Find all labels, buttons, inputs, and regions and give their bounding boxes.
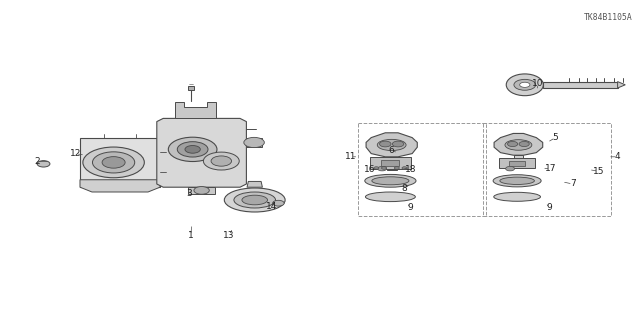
Text: TK84B1105A: TK84B1105A [584, 13, 632, 22]
Circle shape [92, 152, 135, 173]
Polygon shape [543, 82, 618, 88]
Circle shape [380, 141, 391, 147]
Text: 3: 3 [186, 189, 191, 198]
Circle shape [102, 156, 125, 168]
Circle shape [37, 161, 50, 167]
Polygon shape [188, 86, 193, 90]
Text: 7: 7 [570, 180, 575, 188]
Text: 10: 10 [532, 79, 543, 88]
Ellipse shape [505, 140, 532, 150]
Ellipse shape [378, 140, 406, 151]
Circle shape [520, 82, 530, 87]
Text: 9: 9 [547, 204, 552, 212]
Polygon shape [366, 133, 417, 157]
Circle shape [194, 187, 209, 194]
Circle shape [508, 141, 518, 147]
Circle shape [168, 137, 217, 162]
Polygon shape [247, 181, 262, 187]
Polygon shape [80, 180, 160, 192]
Circle shape [374, 167, 379, 169]
Bar [358, 123, 486, 216]
Bar [483, 123, 611, 216]
Circle shape [402, 167, 407, 169]
Polygon shape [80, 138, 160, 187]
Polygon shape [188, 187, 215, 194]
Text: 13: 13 [223, 231, 235, 240]
Text: 9: 9 [408, 204, 413, 212]
Circle shape [394, 167, 399, 169]
Polygon shape [175, 102, 216, 118]
Ellipse shape [500, 177, 534, 184]
Text: 2: 2 [35, 157, 40, 166]
Circle shape [381, 167, 387, 169]
Ellipse shape [372, 177, 409, 185]
Text: 8: 8 [402, 184, 407, 193]
Circle shape [185, 146, 200, 153]
Polygon shape [494, 133, 543, 155]
Bar [509, 161, 525, 166]
Bar [499, 158, 535, 168]
Ellipse shape [493, 175, 541, 187]
Text: 11: 11 [345, 152, 356, 161]
Text: 14: 14 [266, 202, 278, 211]
Ellipse shape [494, 192, 540, 201]
Circle shape [83, 147, 145, 178]
Text: 16: 16 [364, 165, 376, 174]
Circle shape [273, 200, 284, 206]
Bar [381, 160, 399, 166]
Circle shape [211, 156, 232, 166]
Circle shape [392, 141, 404, 147]
Circle shape [204, 152, 239, 170]
Text: 12: 12 [70, 149, 81, 158]
Polygon shape [387, 157, 397, 170]
Text: 17: 17 [545, 164, 556, 173]
Text: 6: 6 [389, 146, 394, 155]
Ellipse shape [506, 74, 543, 96]
Bar [370, 157, 411, 169]
Ellipse shape [225, 188, 285, 212]
Text: 1: 1 [188, 231, 193, 240]
Ellipse shape [365, 174, 416, 187]
Circle shape [514, 79, 536, 90]
Ellipse shape [242, 195, 268, 205]
Circle shape [378, 166, 387, 171]
Circle shape [519, 141, 529, 147]
Text: 4: 4 [615, 152, 620, 161]
Polygon shape [157, 118, 246, 187]
Circle shape [244, 137, 264, 148]
Circle shape [506, 166, 515, 171]
Ellipse shape [365, 192, 415, 202]
Polygon shape [514, 155, 523, 168]
Text: 18: 18 [404, 165, 416, 174]
Ellipse shape [234, 192, 276, 208]
Text: 15: 15 [593, 167, 604, 176]
Polygon shape [246, 138, 262, 147]
Polygon shape [618, 82, 625, 88]
Circle shape [177, 142, 208, 157]
Text: 5: 5 [553, 133, 558, 142]
